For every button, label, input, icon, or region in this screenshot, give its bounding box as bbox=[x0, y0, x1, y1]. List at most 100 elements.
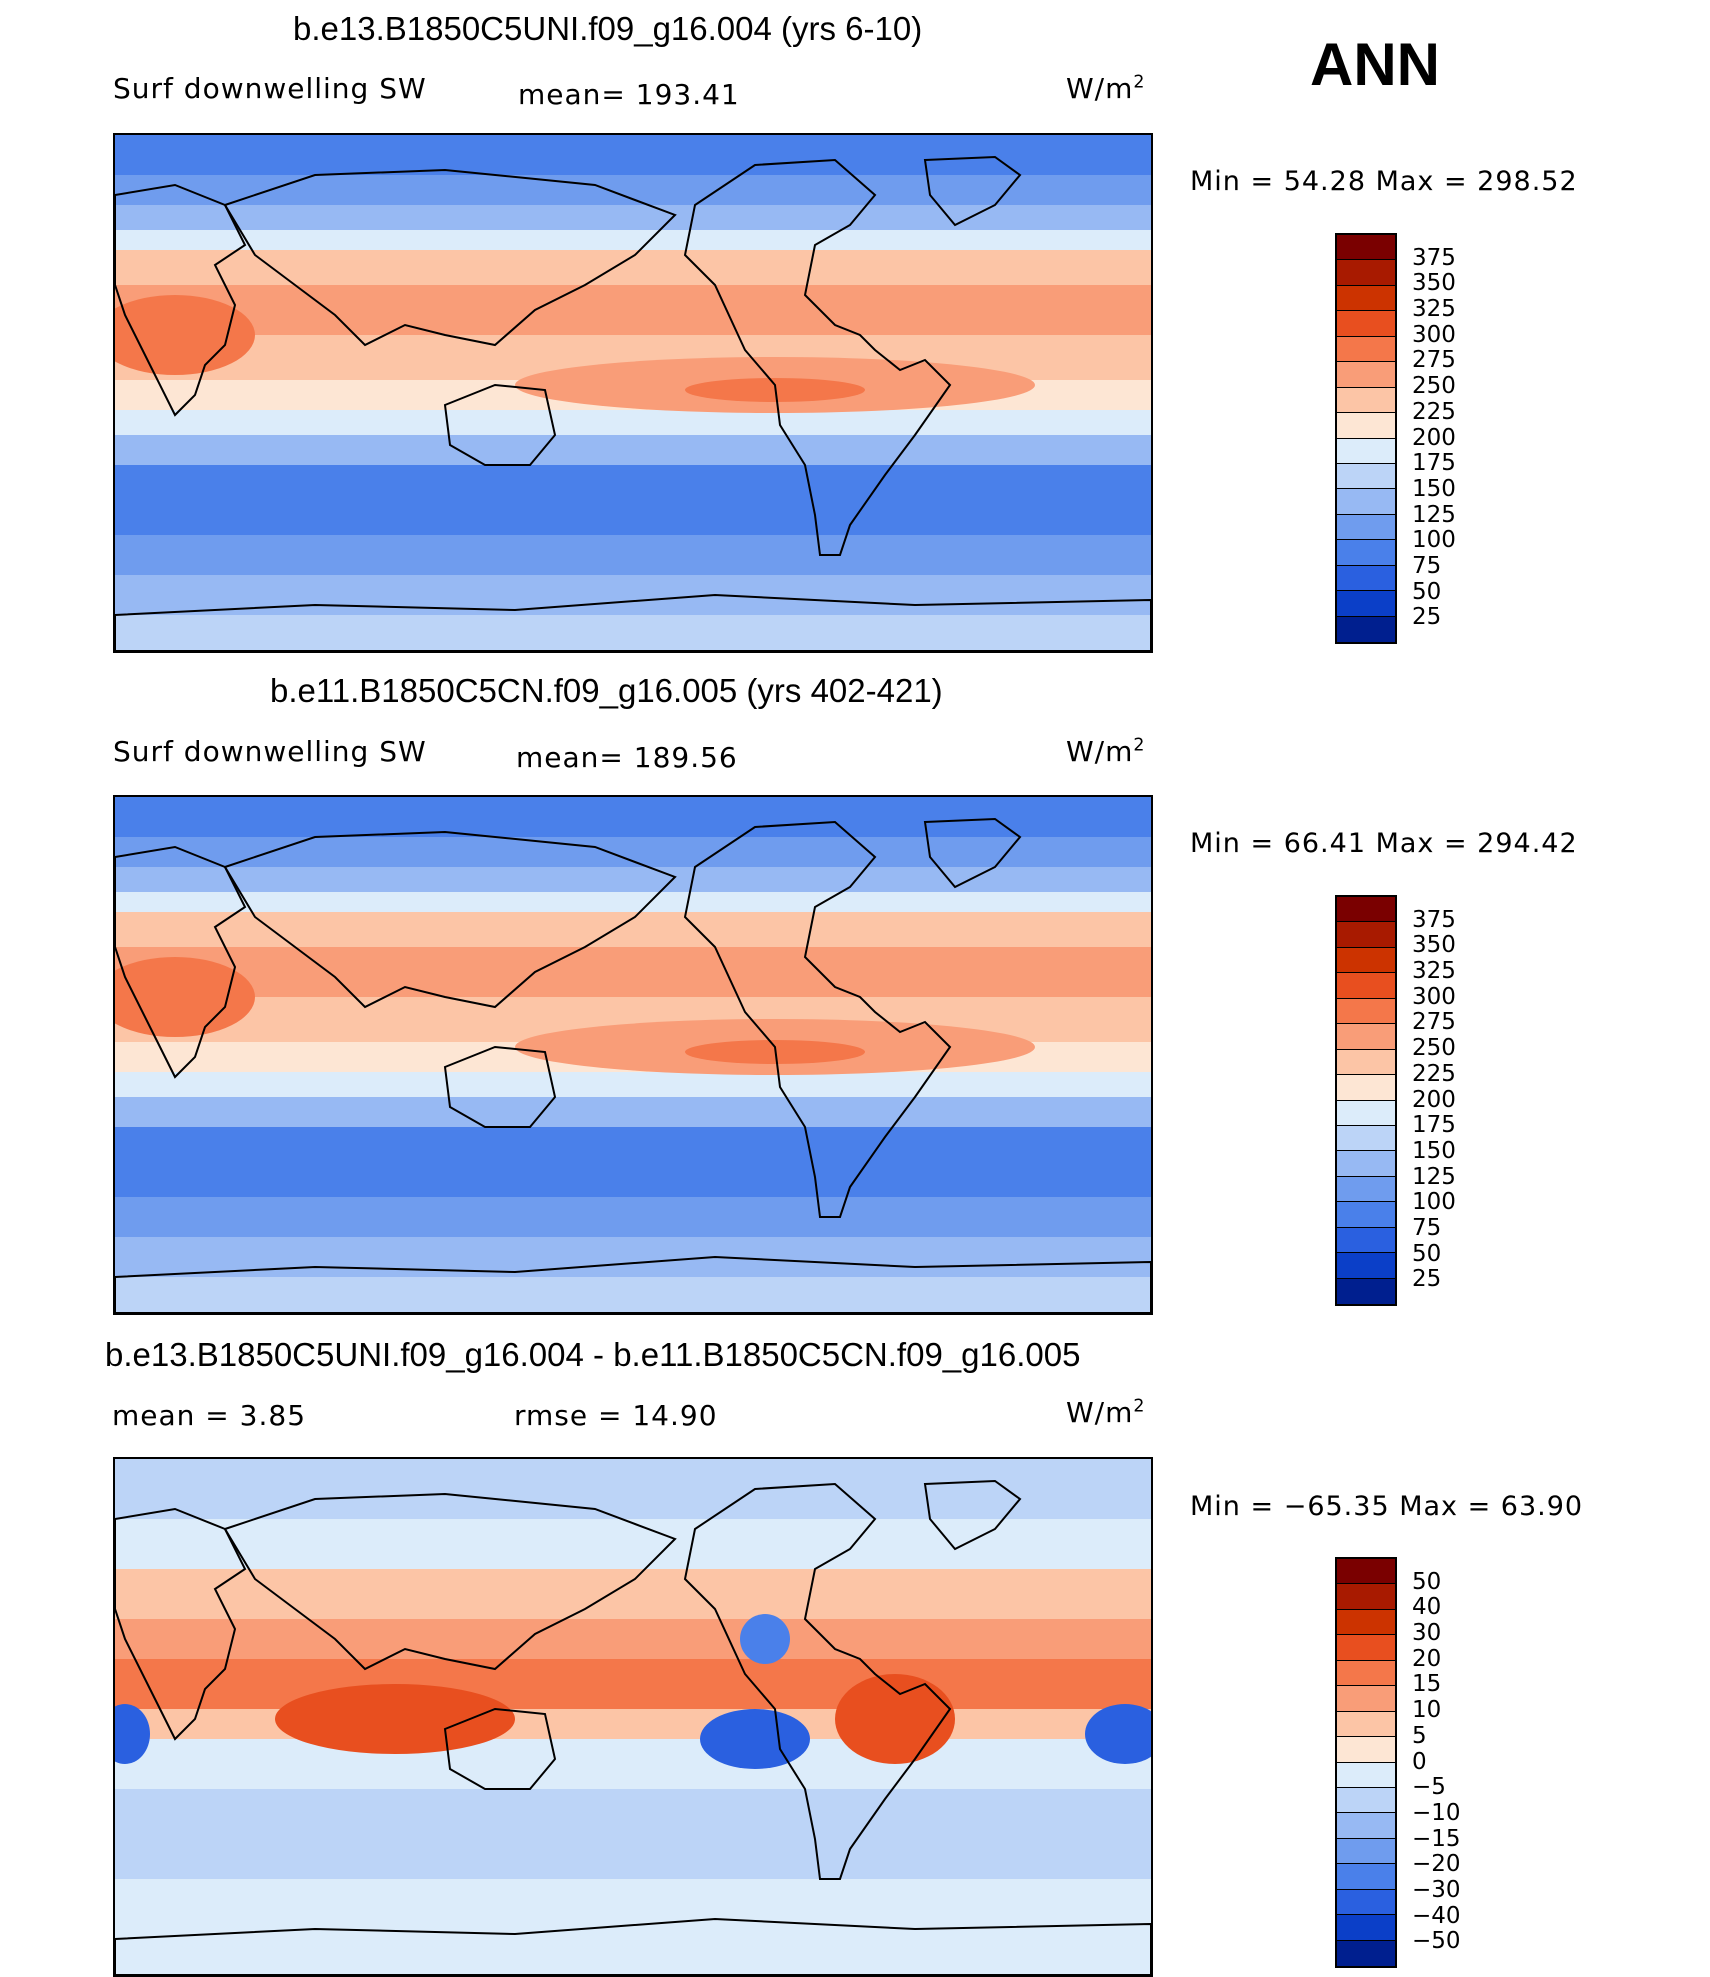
colorbar-tick-label: 40 bbox=[1412, 1594, 1442, 1621]
colorbar-segment bbox=[1337, 1100, 1395, 1126]
colorbar-segment bbox=[1337, 1762, 1395, 1788]
colorbar-tick-label: −40 bbox=[1412, 1902, 1461, 1929]
colorbar-segment bbox=[1337, 387, 1395, 414]
colorbar-tick-label: 125 bbox=[1412, 1163, 1456, 1190]
colorbar-tick-label: 350 bbox=[1412, 932, 1456, 959]
colorbar-segment bbox=[1337, 973, 1395, 999]
colorbar-tick-label: 25 bbox=[1412, 1266, 1442, 1293]
colorbar-segment bbox=[1337, 1737, 1395, 1763]
colorbar-segment bbox=[1337, 1864, 1395, 1890]
colorbar-segment bbox=[1337, 1176, 1395, 1203]
colorbar-segment bbox=[1337, 1609, 1395, 1636]
panel3-colorbar bbox=[1335, 1557, 1397, 1968]
colorbar-segment bbox=[1337, 1278, 1395, 1304]
colorbar-tick-label: 250 bbox=[1412, 373, 1456, 400]
colorbar-segment bbox=[1337, 1838, 1395, 1865]
colorbar-tick-label: 50 bbox=[1412, 1568, 1442, 1595]
colorbar-segment bbox=[1337, 1584, 1395, 1610]
colorbar-segment bbox=[1337, 1559, 1395, 1585]
colorbar-segment bbox=[1337, 998, 1395, 1025]
colorbar-segment bbox=[1337, 565, 1395, 592]
colorbar-segment bbox=[1337, 260, 1395, 286]
colorbar-tick-label: −15 bbox=[1412, 1825, 1461, 1852]
colorbar-segment bbox=[1337, 1940, 1395, 1966]
panel1-units: W/m2 bbox=[1066, 72, 1146, 105]
panel1-map bbox=[113, 133, 1153, 653]
colorbar-segment bbox=[1337, 897, 1395, 923]
panel2-min-max: Min = 66.41 Max = 294.42 bbox=[1190, 828, 1578, 859]
panel3-map-difference bbox=[115, 1459, 1151, 1975]
colorbar-tick-label: −5 bbox=[1412, 1774, 1446, 1801]
colorbar-segment bbox=[1337, 947, 1395, 974]
colorbar-segment bbox=[1337, 285, 1395, 312]
colorbar-tick-label: 10 bbox=[1412, 1697, 1442, 1724]
colorbar-tick-label: 300 bbox=[1412, 321, 1456, 348]
panel3-min-max: Min = −65.35 Max = 63.90 bbox=[1190, 1491, 1584, 1522]
colorbar-segment bbox=[1337, 438, 1395, 464]
panel1-colorbar bbox=[1335, 233, 1397, 644]
panel2-units: W/m2 bbox=[1066, 735, 1146, 768]
colorbar-segment bbox=[1337, 616, 1395, 642]
colorbar-tick-label: 375 bbox=[1412, 244, 1456, 271]
colorbar-tick-label: 75 bbox=[1412, 1214, 1442, 1241]
colorbar-segment bbox=[1337, 922, 1395, 948]
colorbar-segment bbox=[1337, 1889, 1395, 1916]
colorbar-tick-label: 225 bbox=[1412, 1060, 1456, 1087]
colorbar-segment bbox=[1337, 1711, 1395, 1738]
colorbar-segment bbox=[1337, 1151, 1395, 1177]
colorbar-tick-label: 15 bbox=[1412, 1671, 1442, 1698]
colorbar-tick-label: 300 bbox=[1412, 983, 1456, 1010]
colorbar-segment bbox=[1337, 311, 1395, 337]
colorbar-tick-label: 100 bbox=[1412, 527, 1456, 554]
colorbar-segment bbox=[1337, 1915, 1395, 1941]
colorbar-tick-label: 175 bbox=[1412, 1112, 1456, 1139]
colorbar-tick-label: −20 bbox=[1412, 1851, 1461, 1878]
colorbar-tick-label: 325 bbox=[1412, 958, 1456, 985]
colorbar-tick-label: −30 bbox=[1412, 1876, 1461, 1903]
colorbar-segment bbox=[1337, 1075, 1395, 1101]
colorbar-tick-label: 175 bbox=[1412, 450, 1456, 477]
colorbar-segment bbox=[1337, 413, 1395, 439]
colorbar-tick-label: 30 bbox=[1412, 1620, 1442, 1647]
panel3-mean: mean = 3.85 bbox=[112, 1399, 307, 1432]
panel1-mean: mean= 193.41 bbox=[518, 78, 740, 111]
colorbar-segment bbox=[1337, 235, 1395, 261]
colorbar-tick-label: 25 bbox=[1412, 604, 1442, 631]
colorbar-segment bbox=[1337, 463, 1395, 490]
colorbar-tick-label: 325 bbox=[1412, 296, 1456, 323]
panel3-title: b.e13.B1850C5UNI.f09_g16.004 - b.e11.B18… bbox=[105, 1336, 1081, 1373]
panel2-map-field bbox=[115, 797, 1151, 1313]
colorbar-tick-label: 150 bbox=[1412, 475, 1456, 502]
colorbar-tick-label: 225 bbox=[1412, 398, 1456, 425]
colorbar-tick-label: 20 bbox=[1412, 1645, 1442, 1672]
colorbar-segment bbox=[1337, 1024, 1395, 1050]
colorbar-segment bbox=[1337, 514, 1395, 541]
colorbar-segment bbox=[1337, 1253, 1395, 1279]
panel3-map bbox=[113, 1457, 1153, 1977]
colorbar-segment bbox=[1337, 362, 1395, 388]
panel3-rmse: rmse = 14.90 bbox=[514, 1399, 718, 1432]
colorbar-segment bbox=[1337, 1660, 1395, 1687]
colorbar-tick-label: 125 bbox=[1412, 501, 1456, 528]
colorbar-tick-label: 200 bbox=[1412, 1086, 1456, 1113]
colorbar-segment bbox=[1337, 1202, 1395, 1228]
colorbar-tick-label: 150 bbox=[1412, 1137, 1456, 1164]
season-label: ANN bbox=[1310, 31, 1440, 98]
colorbar-segment bbox=[1337, 1635, 1395, 1661]
panel1-variable: Surf downwelling SW bbox=[113, 72, 427, 105]
panel1-map-field bbox=[115, 135, 1151, 651]
colorbar-segment bbox=[1337, 1049, 1395, 1076]
colorbar-segment bbox=[1337, 1813, 1395, 1839]
colorbar-tick-label: 275 bbox=[1412, 1009, 1456, 1036]
colorbar-tick-label: 75 bbox=[1412, 552, 1442, 579]
colorbar-segment bbox=[1337, 336, 1395, 363]
colorbar-tick-label: 200 bbox=[1412, 424, 1456, 451]
colorbar-segment bbox=[1337, 489, 1395, 515]
panel2-variable: Surf downwelling SW bbox=[113, 735, 427, 768]
colorbar-segment bbox=[1337, 1787, 1395, 1814]
colorbar-tick-label: 0 bbox=[1412, 1748, 1427, 1775]
panel2-title: b.e11.B1850C5CN.f09_g16.005 (yrs 402-421… bbox=[270, 672, 943, 709]
panel2-mean: mean= 189.56 bbox=[516, 741, 738, 774]
colorbar-tick-label: 5 bbox=[1412, 1722, 1427, 1749]
colorbar-tick-label: 350 bbox=[1412, 270, 1456, 297]
